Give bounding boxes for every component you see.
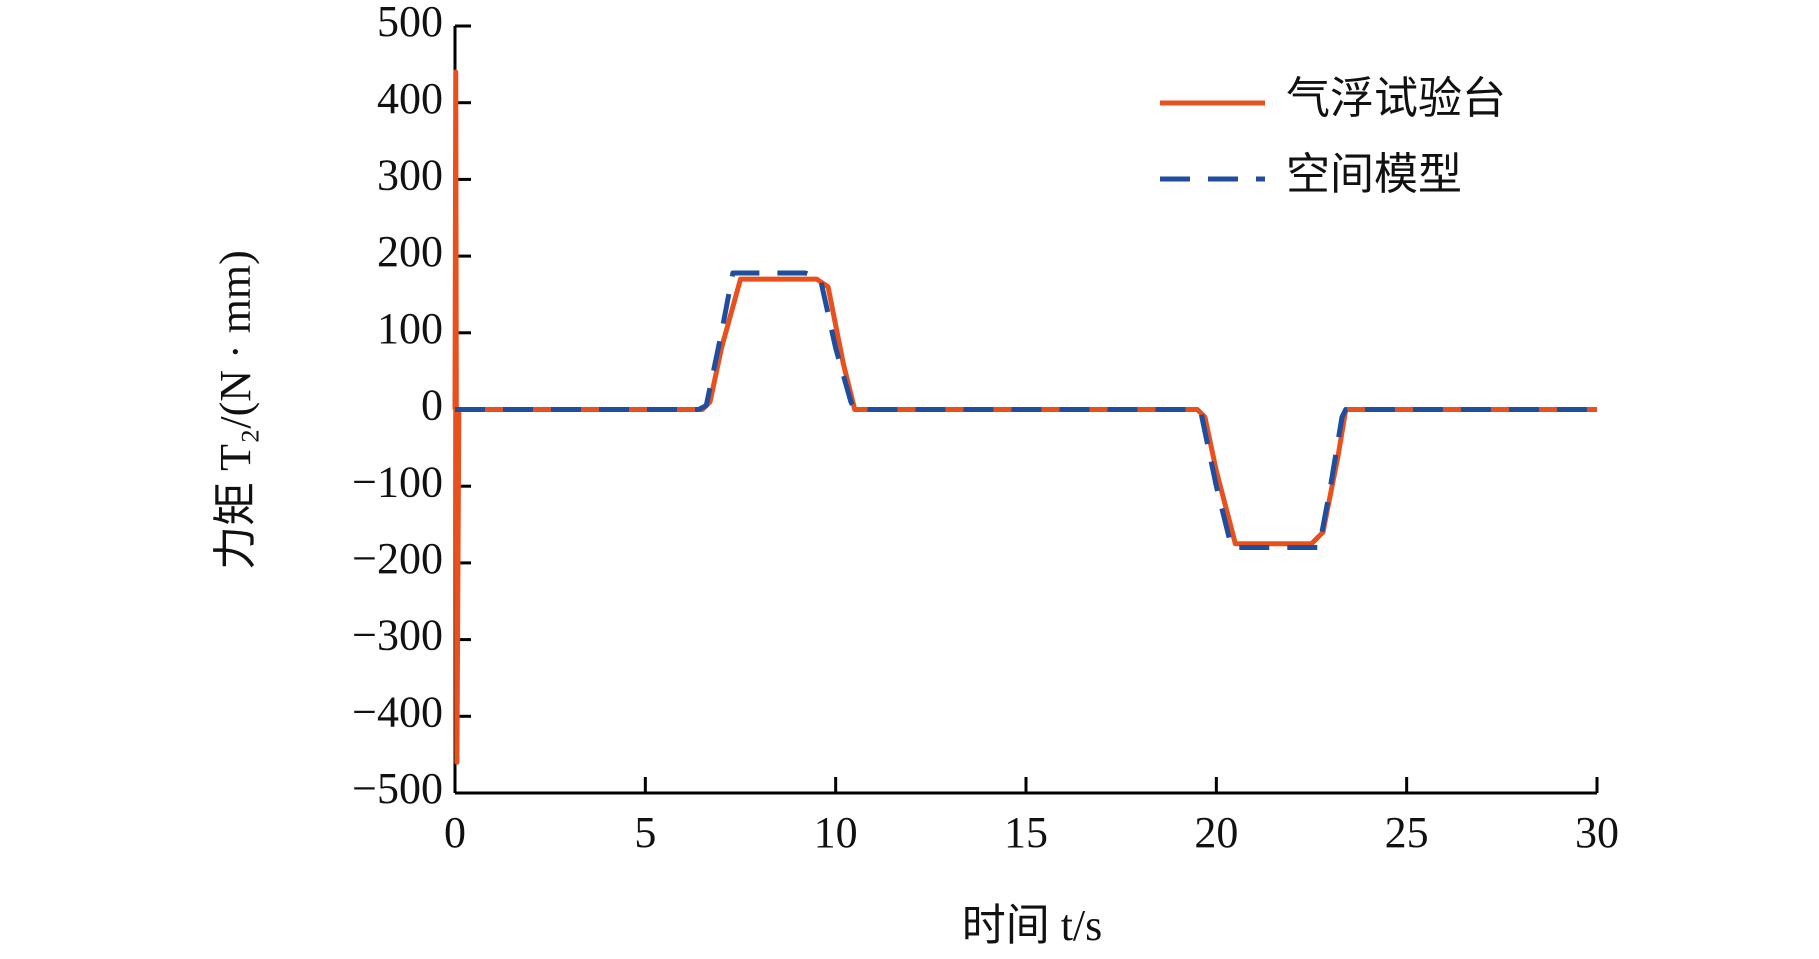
y-tick-label: 200 [377,227,443,276]
y-tick-label: 400 [377,74,443,123]
y-tick-label: −500 [352,764,443,813]
y-tick-label: 0 [421,381,443,430]
y-tick-label: −400 [352,687,443,736]
y-tick-label: −100 [352,457,443,506]
y-axis-label: 力矩 T₂/(N · mm) [211,250,260,570]
y-tick-label: −300 [352,611,443,660]
x-tick-label: 20 [1194,808,1238,857]
legend-label: 气浮试验台 [1286,74,1506,123]
x-axis-label: 时间 t/s [962,901,1103,950]
x-tick-label: 5 [634,808,656,857]
y-tick-label: 100 [377,304,443,353]
x-tick-label: 15 [1004,808,1048,857]
legend-label: 空间模型 [1286,150,1462,199]
x-tick-label: 25 [1385,808,1429,857]
y-tick-label: −200 [352,534,443,583]
y-tick-label: 300 [377,150,443,199]
series-line [452,69,1597,765]
series-line [455,270,1597,551]
x-tick-label: 10 [814,808,858,857]
x-tick-label: 30 [1575,808,1619,857]
y-tick-label: 500 [377,0,443,46]
x-tick-label: 0 [444,808,466,857]
